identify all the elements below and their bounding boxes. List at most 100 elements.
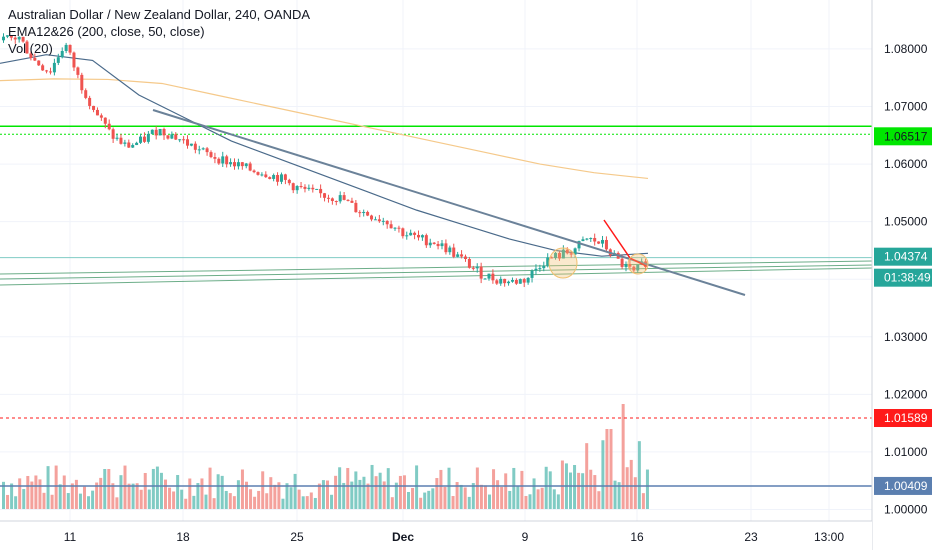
volume-bar: [83, 486, 86, 509]
candle-body: [432, 242, 436, 244]
volume-bar: [184, 498, 188, 509]
volume-bar: [451, 496, 455, 509]
volume-bar: [70, 483, 74, 509]
candle-body: [9, 35, 13, 38]
candle-body: [589, 237, 593, 239]
candle-body: [448, 247, 452, 253]
volume-bar: [42, 492, 46, 509]
candle-body: [522, 279, 526, 283]
volume-bar: [358, 479, 362, 509]
ema-indicator-label: EMA12&26 (200, close, 50, close): [8, 24, 205, 39]
volume-bar: [236, 480, 240, 509]
time-axis-tick: 11: [64, 530, 77, 544]
candle-body: [424, 235, 428, 246]
volume-bar: [394, 482, 398, 509]
volume-bar: [390, 497, 394, 509]
candle-body: [323, 193, 327, 198]
volume-bar: [127, 483, 131, 509]
candle-body: [291, 183, 295, 191]
green-level-price-label: 1.06517: [884, 129, 928, 143]
candle-body: [330, 198, 334, 202]
candle-body: [565, 249, 569, 254]
volume-bar: [155, 466, 159, 509]
volume-bar: [297, 489, 301, 509]
volume-bar: [540, 487, 544, 509]
candle-body: [2, 36, 5, 41]
time-axis-tick: Dec: [392, 530, 414, 544]
volume-bar: [232, 496, 236, 509]
candle-body: [182, 139, 186, 141]
volume-bar: [119, 475, 123, 509]
symbol-title: Australian Dollar / New Zealand Dollar, …: [8, 7, 311, 22]
candle-body: [338, 195, 342, 202]
candle-body: [460, 254, 464, 257]
candle-body: [534, 268, 538, 271]
red-level-price-label-box: [874, 409, 932, 428]
candle-body: [569, 253, 573, 255]
volume-bar: [516, 485, 520, 509]
volume-bar: [402, 475, 406, 509]
candle-body: [350, 200, 354, 203]
volume-bar: [370, 464, 374, 509]
candle-body: [436, 243, 440, 247]
candle-body: [232, 162, 236, 167]
candle-body: [514, 279, 518, 284]
volume-bar: [46, 466, 50, 509]
volume-bar: [253, 496, 257, 509]
candle-body: [150, 129, 154, 134]
candle-body: [342, 195, 346, 200]
price-axis-tick: 1.01000: [884, 445, 928, 459]
candle-body: [201, 148, 205, 150]
candle-body: [209, 152, 213, 158]
candle-body: [240, 162, 244, 167]
time-axis-tick: 23: [744, 530, 758, 544]
volume-bar: [245, 481, 248, 509]
candle-body: [503, 278, 507, 284]
candle-body: [315, 188, 319, 190]
highlight-circle: [627, 253, 649, 275]
volume-bar: [411, 487, 415, 509]
volume-bar: [62, 475, 66, 509]
volume-bar: [504, 473, 508, 509]
candle-body: [420, 235, 424, 238]
candle-body: [131, 145, 135, 148]
candle-body: [624, 264, 628, 267]
candle-body: [483, 278, 487, 280]
volume-bar: [212, 498, 216, 509]
candle-body: [276, 175, 280, 182]
volume-bar: [34, 475, 38, 509]
volume-bar: [313, 497, 317, 509]
volume-bar: [528, 494, 532, 509]
candle-body: [158, 128, 162, 136]
candle-body: [41, 65, 45, 71]
candle-body: [72, 52, 76, 68]
candle-body: [577, 241, 581, 249]
volume-bar: [633, 477, 637, 509]
candle-body: [166, 135, 170, 139]
volume-bar: [560, 460, 564, 509]
candle-body: [495, 280, 499, 284]
candle-body: [287, 179, 291, 184]
candle-body: [48, 71, 52, 73]
candle-body: [111, 129, 115, 139]
volume-bar: [180, 489, 184, 509]
candle-body: [95, 109, 99, 116]
volume-bar: [435, 478, 439, 509]
volume-bar: [6, 494, 10, 509]
candle-body: [127, 142, 131, 148]
candle-body: [139, 136, 143, 143]
candle-body: [64, 44, 68, 51]
volume-bar: [305, 496, 309, 509]
price-axis-tick: 1.07000: [884, 100, 928, 114]
volume-bar: [439, 469, 443, 509]
candle-body: [217, 158, 221, 164]
price-axis-tick: 1.08000: [884, 42, 928, 56]
candle-body: [33, 57, 37, 61]
ema-200-line: [0, 78, 649, 180]
volume-bar: [200, 478, 204, 509]
volume-bar: [641, 493, 645, 509]
price-axis-tick: 1.06000: [884, 157, 928, 171]
volume-bar: [338, 467, 342, 509]
highlight-circle: [548, 247, 578, 279]
